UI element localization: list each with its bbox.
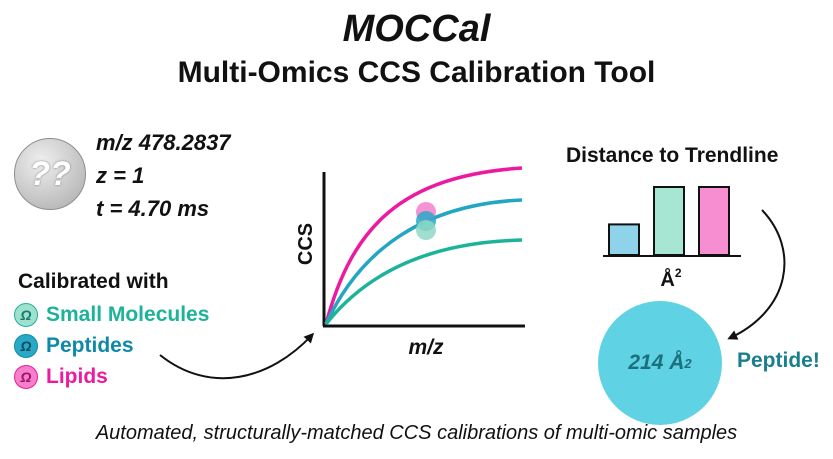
unknown-ion-icon: ?? bbox=[14, 138, 86, 210]
trendline-lipids bbox=[324, 166, 523, 325]
distance-bar-2 bbox=[653, 186, 685, 256]
distance-bar-3 bbox=[698, 186, 730, 256]
omega-icon: Ω bbox=[14, 303, 38, 327]
legend-item-small-molecules: Ω Small Molecules bbox=[14, 303, 209, 327]
legend-item-peptides: Ω Peptides bbox=[14, 334, 134, 358]
ion-marker-small-molecule bbox=[416, 220, 436, 240]
arrow-bars-to-result bbox=[727, 209, 786, 340]
omega-icon: Ω bbox=[14, 334, 38, 358]
calibration-title: Calibrated with bbox=[18, 270, 169, 293]
omega-icon: Ω bbox=[14, 365, 38, 389]
result-exp: 2 bbox=[684, 355, 692, 371]
ion-time: t = 4.70 ms bbox=[96, 196, 210, 221]
distance-title: Distance to Trendline bbox=[566, 144, 779, 167]
ion-charge: z = 1 bbox=[96, 163, 145, 188]
legend-label: Peptides bbox=[46, 334, 134, 357]
page-subtitle: Multi-Omics CCS Calibration Tool bbox=[177, 56, 656, 89]
legend-label: Small Molecules bbox=[46, 303, 210, 326]
page-title: MOCCal bbox=[342, 8, 491, 50]
legend-label: Lipids bbox=[46, 365, 108, 388]
distance-unit: Å2 bbox=[660, 266, 681, 291]
distance-bars bbox=[608, 186, 730, 256]
trendline-peptides bbox=[324, 198, 523, 325]
trendline-small-molecules bbox=[324, 238, 523, 326]
arrow-legend-to-plot bbox=[159, 332, 315, 380]
unknown-symbol: ?? bbox=[29, 154, 71, 193]
plot-y-label: CCS bbox=[295, 223, 317, 265]
result-value: 214 Å bbox=[628, 351, 685, 374]
plot-x-label: m/z bbox=[408, 336, 444, 359]
result-label: Peptide! bbox=[737, 349, 820, 372]
distance-bar-1 bbox=[608, 223, 640, 256]
ion-mz: m/z 478.2837 bbox=[96, 130, 231, 155]
legend-item-lipids: Ω Lipids bbox=[14, 365, 108, 389]
footer-caption: Automated, structurally-matched CCS cali… bbox=[95, 422, 738, 444]
